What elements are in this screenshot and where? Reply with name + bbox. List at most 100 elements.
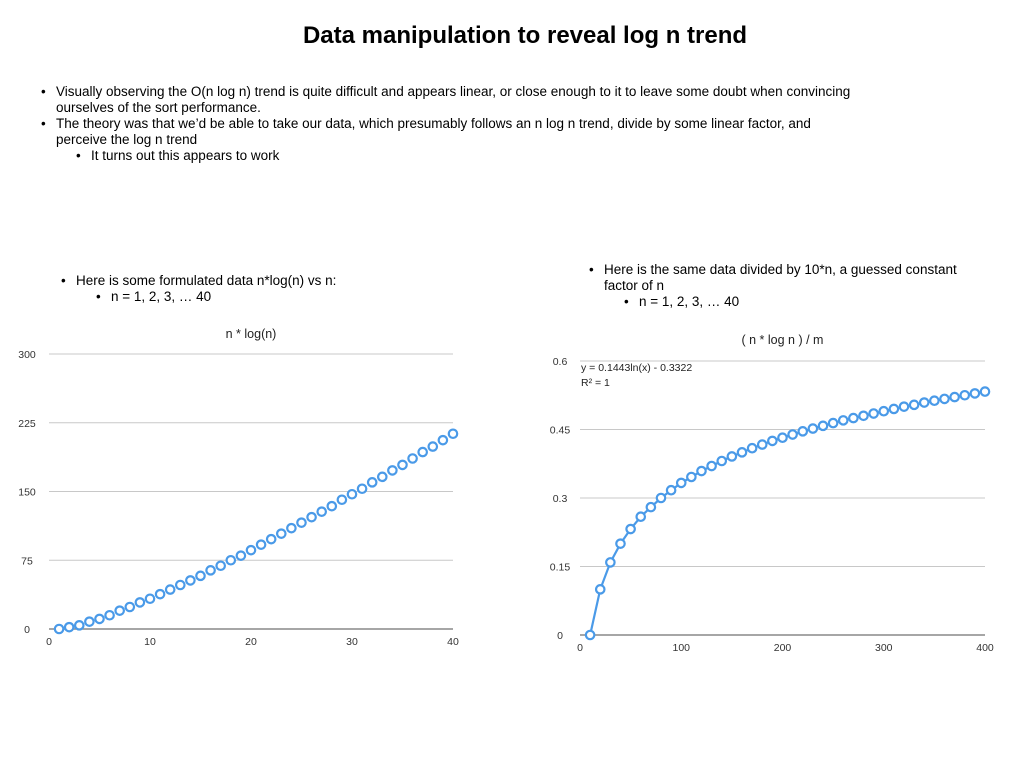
data-point bbox=[787, 429, 798, 440]
data-point bbox=[417, 446, 428, 458]
data-point bbox=[979, 386, 991, 397]
data-point bbox=[817, 420, 829, 432]
data-point bbox=[584, 629, 596, 641]
y-tick-label: 150 bbox=[18, 487, 36, 499]
data-point bbox=[316, 506, 327, 517]
data-point bbox=[53, 623, 65, 635]
right-panel-bullet: Here is the same data divided by 10*n, a… bbox=[589, 262, 964, 294]
data-point bbox=[326, 500, 338, 512]
x-tick-label: 20 bbox=[245, 636, 257, 648]
data-point bbox=[437, 434, 449, 446]
data-point bbox=[185, 575, 196, 586]
data-point bbox=[114, 605, 125, 616]
x-tick-label: 10 bbox=[144, 636, 156, 648]
data-point bbox=[918, 397, 930, 408]
data-point bbox=[908, 399, 920, 411]
data-point bbox=[74, 620, 85, 631]
y-tick-label: 300 bbox=[18, 349, 36, 361]
right-panel-bullets: Here is the same data divided by 10*n, a… bbox=[589, 262, 964, 310]
data-point bbox=[164, 584, 176, 595]
y-tick-label: 0 bbox=[557, 630, 563, 642]
data-point bbox=[94, 613, 105, 625]
data-point bbox=[675, 477, 687, 489]
data-point bbox=[63, 621, 75, 633]
data-point bbox=[888, 403, 900, 415]
data-point bbox=[848, 412, 859, 424]
left-panel-sub-bullet: n = 1, 2, 3, … 40 bbox=[96, 289, 456, 305]
data-point bbox=[255, 539, 267, 550]
data-point bbox=[827, 417, 839, 429]
data-point bbox=[296, 517, 307, 528]
data-point bbox=[376, 471, 388, 483]
data-point bbox=[665, 484, 677, 496]
data-point bbox=[447, 428, 459, 440]
data-point bbox=[797, 426, 809, 437]
x-tick-label: 300 bbox=[875, 642, 893, 654]
y-tick-label: 0.45 bbox=[550, 425, 571, 437]
intro-bullet-list: Visually observing the O(n log n) trend … bbox=[41, 84, 856, 164]
y-tick-label: 0.6 bbox=[553, 356, 568, 368]
right-panel-sub-bullet: n = 1, 2, 3, … 40 bbox=[624, 294, 964, 310]
data-point bbox=[929, 395, 940, 407]
data-point bbox=[767, 435, 778, 447]
data-point bbox=[594, 584, 606, 595]
trendline-annotation: y = 0.1443ln(x) - 0.3322 bbox=[581, 362, 692, 374]
x-tick-label: 0 bbox=[577, 642, 583, 654]
data-point bbox=[134, 597, 146, 608]
data-point bbox=[615, 538, 626, 549]
data-point bbox=[635, 511, 647, 523]
intro-bullet: Visually observing the O(n log n) trend … bbox=[41, 84, 856, 116]
data-point bbox=[286, 522, 297, 534]
data-point bbox=[306, 511, 317, 523]
x-tick-label: 0 bbox=[46, 636, 52, 648]
data-point bbox=[756, 439, 768, 450]
y-tick-label: 0.3 bbox=[553, 493, 568, 505]
data-point bbox=[777, 432, 788, 444]
data-point bbox=[84, 616, 95, 627]
data-point bbox=[104, 609, 115, 621]
data-point bbox=[696, 465, 707, 477]
data-point bbox=[736, 447, 748, 458]
chart-title: n * log(n) bbox=[226, 327, 277, 341]
data-point bbox=[655, 492, 667, 504]
data-point bbox=[868, 408, 879, 419]
data-point bbox=[746, 442, 758, 454]
data-point bbox=[195, 570, 206, 582]
trendline-annotation: R² = 1 bbox=[581, 377, 610, 389]
x-tick-label: 30 bbox=[346, 636, 358, 648]
data-point bbox=[336, 494, 348, 506]
data-point bbox=[949, 391, 960, 403]
data-point bbox=[144, 593, 156, 605]
y-tick-label: 0.15 bbox=[550, 562, 571, 574]
data-point bbox=[706, 460, 717, 472]
x-tick-label: 400 bbox=[976, 642, 994, 654]
data-point bbox=[124, 601, 136, 613]
y-tick-label: 75 bbox=[21, 555, 33, 567]
data-point bbox=[245, 544, 257, 556]
intro-sub-bullet: It turns out this appears to work bbox=[76, 148, 856, 164]
data-point bbox=[605, 557, 616, 568]
data-point bbox=[898, 401, 910, 412]
data-point bbox=[265, 533, 277, 545]
data-point bbox=[235, 550, 247, 561]
data-point bbox=[366, 477, 378, 488]
data-point bbox=[807, 423, 819, 434]
data-point bbox=[645, 501, 657, 513]
data-point bbox=[387, 465, 398, 476]
data-point bbox=[726, 451, 738, 462]
y-tick-label: 0 bbox=[24, 624, 30, 636]
data-point bbox=[837, 415, 849, 426]
left-panel-bullets: Here is some formulated data n*log(n) vs… bbox=[61, 273, 456, 305]
x-tick-label: 100 bbox=[672, 642, 690, 654]
data-point bbox=[878, 405, 890, 417]
data-point bbox=[346, 488, 358, 500]
chart-title: ( n * log n ) / m bbox=[742, 333, 824, 347]
data-point bbox=[154, 588, 166, 600]
slide-title: Data manipulation to reveal log n trend bbox=[302, 22, 748, 49]
data-point bbox=[275, 528, 287, 539]
data-point bbox=[175, 579, 186, 591]
data-point bbox=[625, 523, 636, 535]
data-point bbox=[397, 459, 408, 471]
